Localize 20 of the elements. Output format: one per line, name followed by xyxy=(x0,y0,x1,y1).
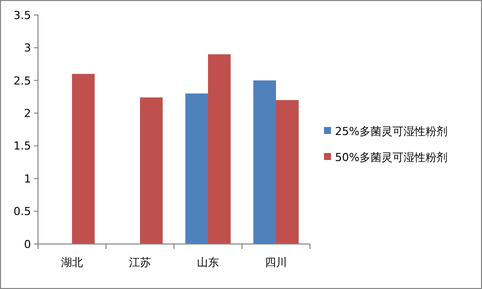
x-tick-label: 四川 xyxy=(265,256,287,269)
x-tick-label: 山东 xyxy=(197,256,219,269)
x-tick-label: 湖北 xyxy=(61,256,83,269)
y-tick-label: 1 xyxy=(24,172,31,186)
y-tick-label: 2.5 xyxy=(14,74,31,88)
y-tick-label: 2 xyxy=(24,106,31,120)
bar xyxy=(253,80,276,244)
legend-label: 25%多菌灵可湿性粉剂 xyxy=(335,124,448,138)
bar xyxy=(185,94,208,244)
bar xyxy=(72,74,95,244)
y-tick-label: 0.5 xyxy=(14,205,31,218)
bar xyxy=(140,97,163,244)
bar xyxy=(208,54,231,244)
y-tick-label: 0 xyxy=(24,238,31,251)
y-tick-label: 3.5 xyxy=(14,8,31,22)
y-tick-label: 1.5 xyxy=(14,140,31,153)
y-tick-label: 3 xyxy=(24,42,31,55)
bar xyxy=(276,100,299,244)
legend-label: 50%多菌灵可湿性粉剂 xyxy=(335,150,448,164)
x-tick-label: 江苏 xyxy=(129,256,151,269)
